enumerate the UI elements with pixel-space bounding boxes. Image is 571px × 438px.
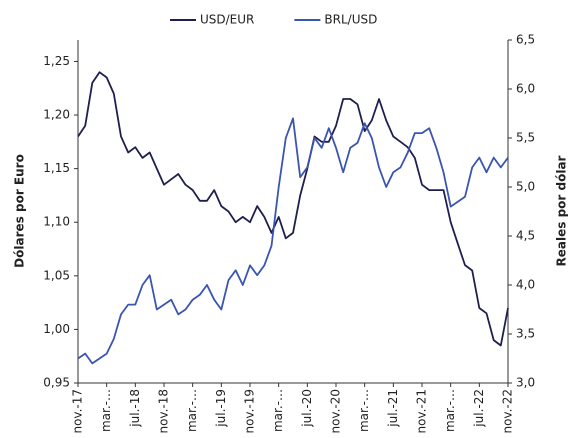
y-tick-label: 1,20 — [43, 108, 70, 122]
x-tick-label: nov.-19 — [243, 389, 257, 434]
x-tick-label: jul.-19 — [214, 389, 228, 428]
y2-axis-title: Reales por dólar — [555, 155, 569, 266]
x-tick-label: mar.-… — [443, 389, 457, 432]
y2-tick-label: 6,5 — [516, 33, 535, 47]
y2-tick-label: 5,5 — [516, 131, 535, 145]
legend-label: USD/EUR — [200, 13, 254, 27]
x-tick-label: jul.-21 — [386, 389, 400, 428]
y-tick-label: 1,05 — [43, 268, 70, 282]
y-tick-label: 1,00 — [43, 322, 70, 336]
y-tick-label: 0,95 — [43, 376, 70, 390]
y2-tick-label: 3,0 — [516, 376, 535, 390]
x-tick-label: nov.-22 — [501, 389, 515, 434]
y-tick-label: 1,25 — [43, 54, 70, 68]
y2-tick-label: 4,5 — [516, 229, 535, 243]
x-tick-label: jul.-18 — [128, 389, 142, 428]
y2-tick-label: 6,0 — [516, 82, 535, 96]
x-tick-label: nov.-21 — [415, 389, 429, 434]
series-line — [77, 71, 509, 347]
y2-tick-label: 4,0 — [516, 278, 535, 292]
x-tick-label: nov.-20 — [329, 389, 343, 434]
y-axis-title: Dólares por Euro — [13, 154, 27, 268]
y2-tick-label: 5,0 — [516, 180, 535, 194]
y-tick-label: 1,10 — [43, 215, 70, 229]
legend-label: BRL/USD — [324, 13, 377, 27]
y2-tick-label: 3,5 — [516, 327, 535, 341]
x-tick-label: mar.-… — [99, 389, 113, 432]
x-tick-label: mar.-… — [185, 389, 199, 432]
x-tick-label: nov.-17 — [71, 389, 85, 434]
x-tick-label: jul.-20 — [300, 389, 314, 428]
x-tick-label: jul.-22 — [472, 389, 486, 428]
series-line — [77, 117, 509, 365]
y-tick-label: 1,15 — [43, 161, 70, 175]
x-tick-label: mar.-… — [357, 389, 371, 432]
x-tick-label: mar.-… — [271, 389, 285, 432]
x-tick-label: nov.-18 — [157, 389, 171, 434]
